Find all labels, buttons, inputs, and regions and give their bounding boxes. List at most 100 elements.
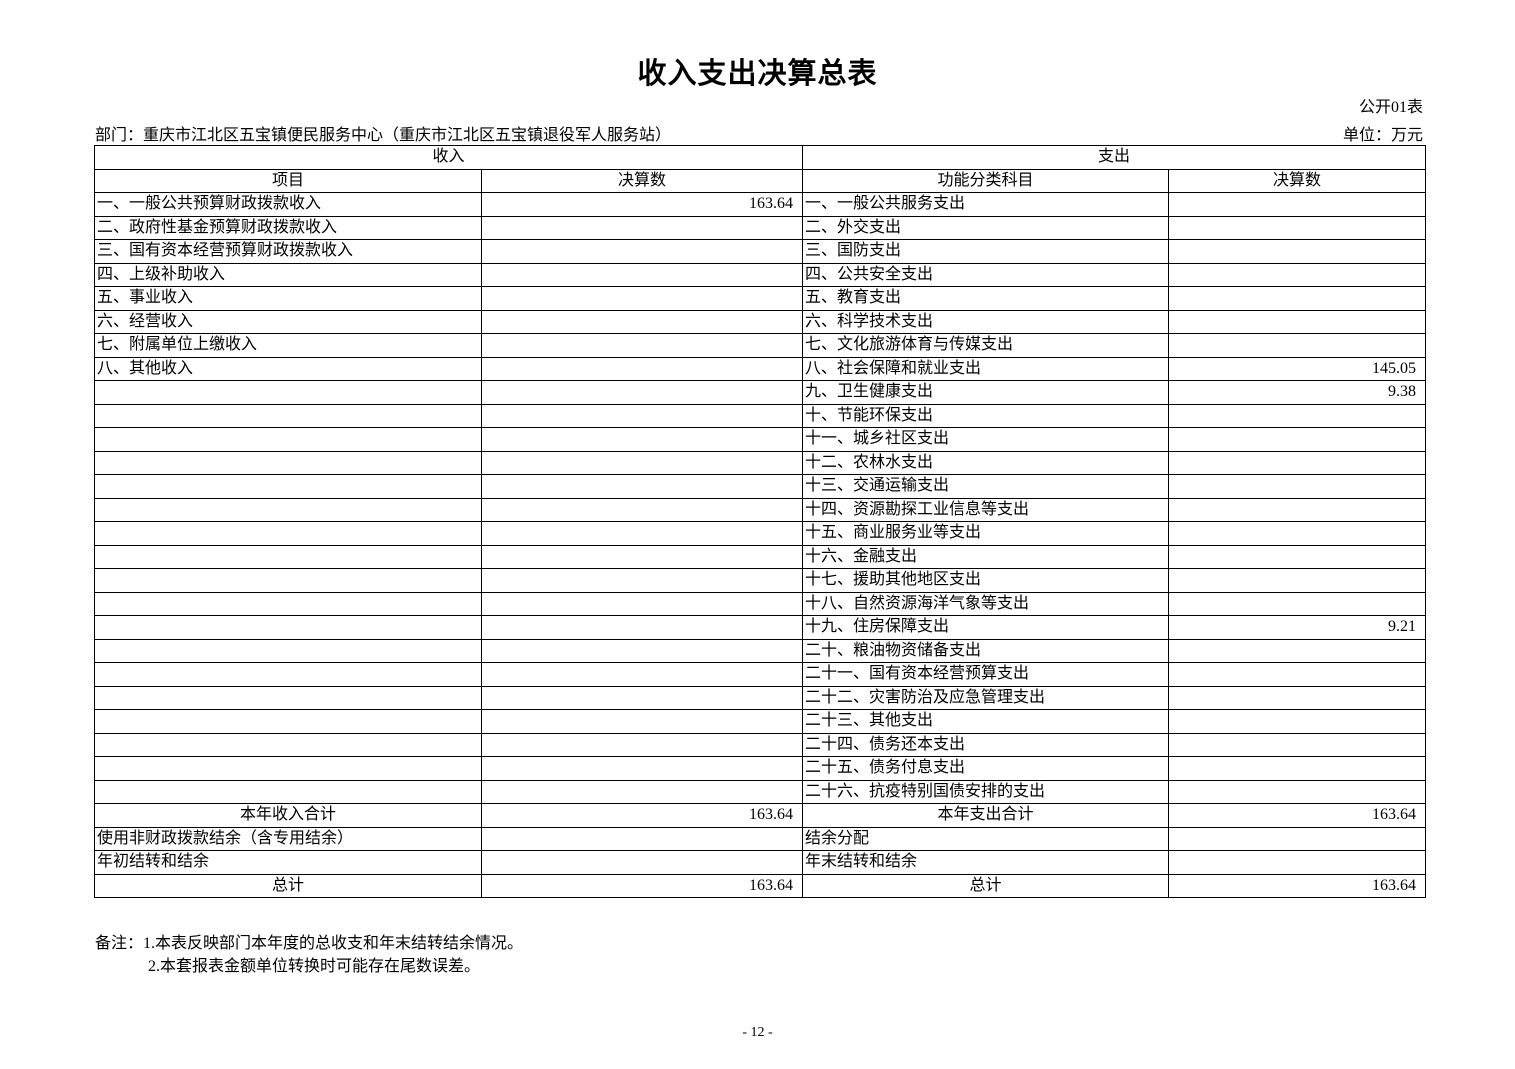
summary-row: 使用非财政拨款结余（含专用结余） 结余分配 <box>94 826 1427 851</box>
expense-item-cell: 本年支出合计 <box>802 803 1170 828</box>
expense-item-cell: 十二、农林水支出 <box>802 450 1170 475</box>
income-amount-cell <box>480 497 804 522</box>
table-row: 一、一般公共预算财政拨款收入 163.64 一、一般公共服务支出 <box>94 192 1427 217</box>
expense-amount-cell: 145.05 <box>1168 356 1427 381</box>
table-row: 十、节能环保支出 <box>94 403 1427 428</box>
expense-item-cell: 四、公共安全支出 <box>802 262 1170 287</box>
income-amount-cell <box>480 779 804 804</box>
income-item-cell <box>94 427 482 452</box>
expense-amount-cell <box>1168 286 1427 311</box>
income-amount-cell <box>480 662 804 687</box>
table-row: 二十一、国有资本经营预算支出 <box>94 662 1427 687</box>
table-row: 三、国有资本经营预算财政拨款收入 三、国防支出 <box>94 239 1427 264</box>
summary-row: 本年收入合计 163.64 本年支出合计 163.64 <box>94 803 1427 828</box>
summary-row: 年初结转和结余 年末结转和结余 <box>94 850 1427 875</box>
department-label: 部门：重庆市江北区五宝镇便民服务中心（重庆市江北区五宝镇退役军人服务站） <box>95 127 672 144</box>
income-item-cell: 二、政府性基金预算财政拨款收入 <box>94 215 482 240</box>
expense-amount-cell <box>1168 497 1427 522</box>
income-item-cell <box>94 521 482 546</box>
table-row: 二十五、债务付息支出 <box>94 756 1427 781</box>
income-item-cell <box>94 450 482 475</box>
income-amount-cell <box>480 521 804 546</box>
income-amount-cell <box>480 568 804 593</box>
expense-amount-cell <box>1168 638 1427 663</box>
table-row: 十八、自然资源海洋气象等支出 <box>94 591 1427 616</box>
income-item-cell <box>94 779 482 804</box>
expense-amount-cell <box>1168 403 1427 428</box>
income-amount-cell <box>480 380 804 405</box>
income-item-cell <box>94 709 482 734</box>
income-amount-cell: 163.64 <box>480 873 804 898</box>
expense-amount-header: 决算数 <box>1168 168 1427 193</box>
income-item-cell: 五、事业收入 <box>94 286 482 311</box>
income-item-cell <box>94 497 482 522</box>
income-amount-cell <box>480 356 804 381</box>
income-item-cell <box>94 544 482 569</box>
expense-amount-cell <box>1168 732 1427 757</box>
income-amount-cell <box>480 286 804 311</box>
expense-amount-cell <box>1168 215 1427 240</box>
expense-item-cell: 十九、住房保障支出 <box>802 615 1170 640</box>
income-amount-cell <box>480 685 804 710</box>
income-amount-cell <box>480 850 804 875</box>
income-item-cell <box>94 380 482 405</box>
income-expense-table: 收入 支出 项目 决算数 功能分类科目 决算数 一、一般公共预算财政拨款收入 16… <box>93 145 1427 898</box>
income-item-cell: 八、其他收入 <box>94 356 482 381</box>
table-row: 十三、交通运输支出 <box>94 474 1427 499</box>
expense-amount-cell <box>1168 427 1427 452</box>
expense-amount-cell: 9.38 <box>1168 380 1427 405</box>
summary-row: 总计 163.64 总计 163.64 <box>94 873 1427 898</box>
expense-item-cell: 一、一般公共服务支出 <box>802 192 1170 217</box>
expense-amount-cell <box>1168 685 1427 710</box>
income-amount-cell: 163.64 <box>480 803 804 828</box>
expense-item-cell: 十三、交通运输支出 <box>802 474 1170 499</box>
expense-amount-cell: 163.64 <box>1168 803 1427 828</box>
expense-item-cell: 年末结转和结余 <box>802 850 1170 875</box>
income-amount-cell <box>480 709 804 734</box>
page-number: - 12 - <box>742 1025 773 1040</box>
income-item-cell <box>94 591 482 616</box>
expense-item-cell: 总计 <box>802 873 1170 898</box>
income-amount-cell <box>480 239 804 264</box>
income-item-cell <box>94 615 482 640</box>
expense-item-cell: 十、节能环保支出 <box>802 403 1170 428</box>
expense-item-cell: 结余分配 <box>802 826 1170 851</box>
expense-item-cell: 二十、粮油物资储备支出 <box>802 638 1170 663</box>
expense-item-cell: 十六、金融支出 <box>802 544 1170 569</box>
expense-item-cell: 三、国防支出 <box>802 239 1170 264</box>
income-item-cell: 三、国有资本经营预算财政拨款收入 <box>94 239 482 264</box>
table-row: 二十四、债务还本支出 <box>94 732 1427 757</box>
expense-item-cell: 二十四、债务还本支出 <box>802 732 1170 757</box>
expense-item-cell: 二十一、国有资本经营预算支出 <box>802 662 1170 687</box>
table-row: 二十六、抗疫特别国债安排的支出 <box>94 779 1427 804</box>
expense-amount-cell <box>1168 779 1427 804</box>
expense-amount-cell <box>1168 850 1427 875</box>
expense-item-cell: 十七、援助其他地区支出 <box>802 568 1170 593</box>
page-title: 收入支出决算总表 <box>637 58 878 90</box>
income-amount-cell <box>480 732 804 757</box>
income-item-cell: 四、上级补助收入 <box>94 262 482 287</box>
note-1: 备注：1.本表反映部门本年度的总收支和年末结转结余情况。 <box>95 935 524 952</box>
income-amount-cell <box>480 544 804 569</box>
income-item-cell <box>94 638 482 663</box>
table-row: 十四、资源勘探工业信息等支出 <box>94 497 1427 522</box>
expense-item-cell: 八、社会保障和就业支出 <box>802 356 1170 381</box>
income-amount-cell <box>480 333 804 358</box>
income-amount-cell <box>480 262 804 287</box>
income-amount-cell <box>480 826 804 851</box>
expense-amount-cell <box>1168 591 1427 616</box>
expense-amount-cell <box>1168 309 1427 334</box>
income-item-cell <box>94 403 482 428</box>
table-row: 五、事业收入 五、教育支出 <box>94 286 1427 311</box>
expense-amount-cell <box>1168 544 1427 569</box>
table-row: 二十三、其他支出 <box>94 709 1427 734</box>
income-amount-cell <box>480 756 804 781</box>
income-amount-cell <box>480 638 804 663</box>
expense-amount-cell <box>1168 262 1427 287</box>
income-item-cell: 本年收入合计 <box>94 803 482 828</box>
income-item-cell: 七、附属单位上缴收入 <box>94 333 482 358</box>
income-item-cell <box>94 474 482 499</box>
income-item-cell <box>94 568 482 593</box>
expense-item-cell: 五、教育支出 <box>802 286 1170 311</box>
income-amount-cell <box>480 309 804 334</box>
